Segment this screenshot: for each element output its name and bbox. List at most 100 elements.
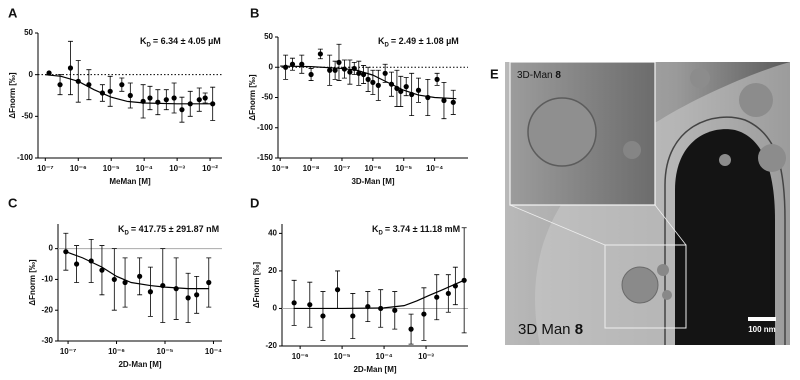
data-point: [173, 286, 179, 292]
data-point: [350, 313, 356, 319]
vesicle: [719, 154, 731, 166]
x-tick-label: 10⁻⁴: [376, 352, 393, 361]
x-tick-label: 10⁻⁵: [157, 347, 174, 356]
x-tick-label: 10⁻⁶: [70, 164, 87, 173]
data-point: [408, 326, 414, 332]
scale-bar: [748, 317, 776, 321]
data-point: [375, 82, 381, 88]
x-tick-label: 10⁻⁶: [364, 164, 381, 173]
zoom-line: [654, 204, 687, 246]
chart-panel: C -30 -20 -10 0 10⁻⁷ 10⁻⁶ 10⁻⁵ 10⁻⁴ 2D-Man [M] ΔFn…: [8, 195, 222, 369]
x-tick-label: 10⁻⁶: [292, 352, 309, 361]
data-point: [445, 290, 451, 297]
data-point: [434, 294, 440, 300]
data-point: [57, 82, 63, 88]
y-tick-label: 0: [269, 62, 274, 71]
panel-label: E: [490, 66, 499, 81]
data-point: [336, 59, 342, 66]
kd-annotation: KD = 2.49 ± 1.08 µM: [378, 36, 459, 48]
y-tick-label: -150: [257, 153, 274, 162]
data-point: [415, 87, 422, 93]
edge: [664, 116, 786, 345]
panel-label: D: [250, 195, 259, 210]
data-point: [147, 95, 153, 101]
data-point: [67, 65, 74, 71]
x-tick-label: 10⁻²: [202, 164, 218, 173]
chart-panel: D -20 0 20 40 10⁻⁶ 10⁻⁵ 10⁻⁴ 10⁻³ 2D-Man [M] ΔFnor…: [250, 195, 468, 374]
y-tick-label: 0: [29, 70, 34, 79]
fit-curve: [280, 65, 457, 100]
data-point: [119, 82, 125, 88]
y-tick-label: 0: [49, 244, 54, 253]
inset-vesicle: [623, 141, 641, 159]
data-point: [127, 92, 133, 99]
y-tick-label: 50: [24, 28, 33, 37]
vesicle: [739, 83, 773, 117]
panel-label: C: [8, 195, 18, 210]
data-point: [202, 95, 208, 101]
kd-subscript: D: [125, 230, 130, 236]
x-tick-label: 10⁻⁴: [426, 164, 443, 173]
y-tick-label: 50: [264, 32, 273, 41]
y-tick-label: -30: [41, 336, 53, 345]
data-point: [291, 300, 297, 306]
micrograph-panel: E 3D-Man 8 3D Man 8 100 nm: [490, 62, 790, 345]
data-point: [370, 79, 376, 85]
panel-label: A: [8, 5, 18, 20]
data-point: [356, 70, 362, 76]
data-point: [392, 307, 398, 313]
kd-subscript: D: [147, 42, 152, 48]
chart-panel: B -150 -100 -50 0 50 10⁻⁹ 10⁻⁸ 10⁻⁷ 10⁻⁶ 10⁻⁵ 10⁻⁴ 3…: [248, 5, 468, 186]
data-point: [163, 97, 169, 103]
y-axis-label: ΔFnorm [‰]: [8, 72, 17, 119]
zoom-box: [604, 244, 687, 329]
y-tick-label: -50: [261, 93, 273, 102]
dark-region: [675, 129, 775, 345]
inset-label-text: 3D-Man: [517, 70, 553, 81]
vesicle: [662, 290, 672, 300]
data-point: [171, 95, 177, 101]
data-point: [307, 302, 313, 308]
x-tick-label: 10⁻⁵: [103, 164, 120, 173]
data-point: [283, 64, 289, 70]
data-point: [179, 107, 185, 113]
kd-symbol: K: [378, 36, 385, 46]
y-tick-label: -50: [21, 111, 33, 120]
x-tick-label: 10⁻⁴: [136, 164, 153, 173]
y-tick-label: 0: [273, 304, 278, 313]
data-point: [194, 292, 200, 298]
kd-subscript: D: [385, 42, 390, 48]
data-point: [421, 311, 427, 317]
fit-curve: [45, 74, 213, 105]
kd-annotation: KD = 6.34 ± 4.05 µM: [140, 36, 221, 48]
inset-label-number: 8: [555, 70, 561, 81]
y-axis-label: ΔFnorm [‰]: [28, 259, 37, 306]
data-point: [73, 261, 80, 267]
y-axis-label: ΔFnorm [‰]: [248, 74, 257, 121]
kd-text: = 3.74 ± 11.18 mM: [385, 224, 460, 234]
data-point: [107, 88, 113, 94]
x-tick-label: 10⁻⁷: [37, 164, 53, 173]
data-point: [450, 99, 456, 105]
y-tick-label: -100: [257, 123, 274, 132]
data-point: [299, 61, 305, 67]
kd-symbol: K: [372, 224, 379, 234]
data-point: [347, 69, 353, 75]
data-point: [137, 273, 143, 279]
y-tick-label: 20: [268, 266, 277, 275]
caption-number: 8: [575, 321, 583, 338]
vesicle: [758, 144, 786, 172]
y-axis-label: ΔFnorm [‰]: [252, 262, 261, 309]
data-point: [327, 67, 333, 73]
kd-subscript: D: [379, 230, 384, 236]
x-tick-label: 10⁻⁹: [272, 164, 289, 173]
data-point: [320, 313, 326, 319]
inset-label: 3D-Man 8: [517, 70, 561, 81]
y-tick-label: -20: [41, 305, 53, 314]
x-tick-label: 10⁻⁴: [205, 347, 222, 356]
kd-text: = 417.75 ± 291.87 nM: [131, 224, 219, 234]
data-point: [122, 279, 128, 286]
x-axis-label: 3D-Man [M]: [351, 177, 394, 186]
